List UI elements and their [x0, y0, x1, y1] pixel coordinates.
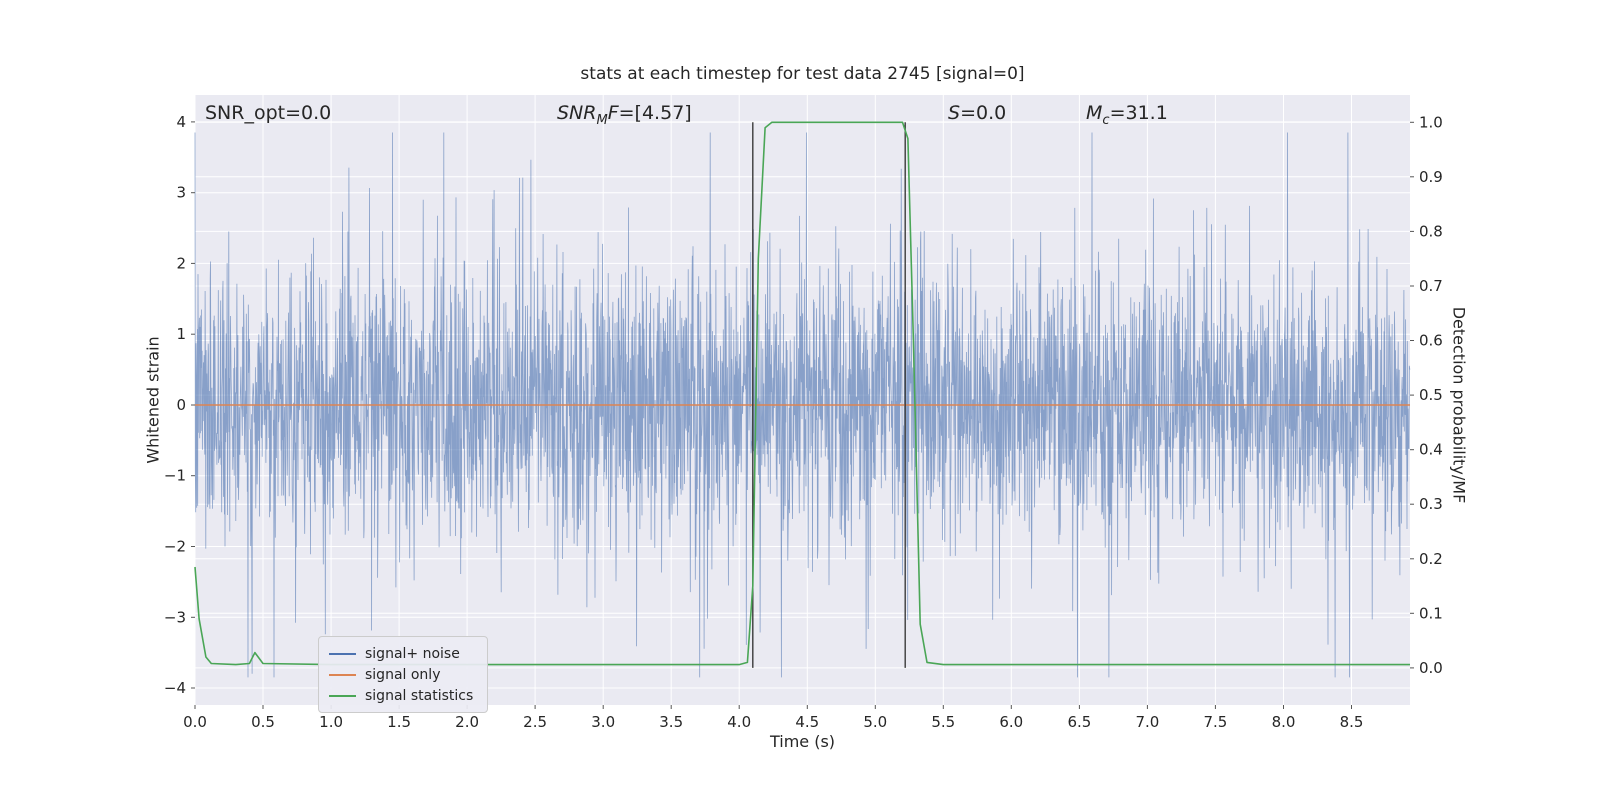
- annotation-snr-mf-base: SNR: [557, 102, 597, 124]
- x-tick-label: 6.0: [999, 713, 1023, 731]
- x-tick-label: 5.0: [863, 713, 887, 731]
- x-tick-label: 2.0: [455, 713, 479, 731]
- legend-label-signal-only: signal only: [365, 666, 441, 683]
- legend-swatch-signal-noise: [329, 652, 356, 655]
- y-right-tick-label: 0.1: [1419, 604, 1443, 622]
- legend: signal+ noise signal only signal statist…: [318, 636, 489, 713]
- y-right-tick-label: 0.5: [1419, 386, 1443, 404]
- annotation-snr-mf: SNRMF=[4.57]: [557, 102, 692, 128]
- x-tick-label: 1.5: [387, 713, 411, 731]
- y-left-tick-label: −3: [164, 608, 186, 626]
- y-axis-label-left: Whitened strain: [143, 336, 163, 464]
- annotation-snr-mf-sub: M: [596, 112, 608, 128]
- signal-statistics-series: [194, 121, 1410, 666]
- y-right-tick-label: 1.0: [1419, 113, 1443, 131]
- x-tick-label: 3.0: [591, 713, 615, 731]
- y-left-tick-label: −1: [164, 467, 186, 485]
- chart-title: stats at each timestep for test data 274…: [580, 64, 1025, 84]
- y-right-tick-label: 0.4: [1419, 441, 1443, 459]
- x-tick-label: 4.0: [727, 713, 751, 731]
- annotation-s: S=0.0: [948, 102, 1006, 124]
- y-right-tick-label: 0.6: [1419, 332, 1443, 350]
- annotation-mc: Mc=31.1: [1086, 102, 1168, 128]
- annotation-snr-mf-value: =[4.57]: [618, 102, 692, 124]
- annotation-mc-base: M: [1086, 102, 1103, 124]
- noise-series: [194, 132, 1411, 678]
- legend-swatch-signal-statistics: [329, 694, 356, 697]
- annotation-mc-value: =31.1: [1109, 102, 1168, 124]
- y-axis-label-right: Detection probability/MF: [1449, 306, 1469, 504]
- legend-item-signal-only: signal only: [329, 664, 473, 685]
- x-tick-label: 0.5: [251, 713, 275, 731]
- x-tick-label: 5.5: [931, 713, 955, 731]
- y-left-tick-label: −4: [164, 679, 186, 697]
- y-left-tick-label: 2: [176, 254, 186, 272]
- y-left-tick-label: 0: [176, 396, 186, 414]
- y-left-tick-label: −2: [164, 538, 186, 556]
- y-right-tick-label: 0.2: [1419, 550, 1443, 568]
- x-tick-label: 8.5: [1340, 713, 1364, 731]
- x-tick-label: 8.0: [1272, 713, 1296, 731]
- y-left-tick-label: 1: [176, 325, 186, 343]
- annotation-mc-sub: c: [1102, 112, 1110, 128]
- y-right-tick-label: 0.7: [1419, 277, 1443, 295]
- y-left-tick-label: 3: [176, 184, 186, 202]
- x-tick-label: 7.0: [1135, 713, 1159, 731]
- legend-item-signal-statistics: signal statistics: [329, 685, 473, 706]
- x-axis-label: Time (s): [769, 732, 836, 751]
- annotation-snr-opt: SNR_opt=0.0: [205, 102, 332, 124]
- legend-label-signal-statistics: signal statistics: [365, 687, 474, 704]
- legend-item-signal-noise: signal+ noise: [329, 643, 473, 664]
- x-tick-label: 7.5: [1203, 713, 1227, 731]
- annotation-s-value: =0.0: [960, 102, 1007, 124]
- x-tick-label: 3.5: [659, 713, 683, 731]
- y-right-tick-label: 0.3: [1419, 495, 1443, 513]
- x-tick-label: 4.5: [795, 713, 819, 731]
- y-right-tick-label: 0.9: [1419, 168, 1443, 186]
- x-tick-label: 6.5: [1067, 713, 1091, 731]
- y-right-tick-label: 0.0: [1419, 659, 1443, 677]
- x-tick-label: 1.0: [319, 713, 343, 731]
- legend-label-signal-noise: signal+ noise: [365, 645, 460, 662]
- legend-swatch-signal-only: [329, 673, 356, 676]
- x-tick-label: 0.0: [183, 713, 207, 731]
- y-right-tick-label: 0.8: [1419, 222, 1443, 240]
- x-tick-label: 2.5: [523, 713, 547, 731]
- tick-labels: 0.0 0.5 1.0 1.5 2.0 2.5 3.0 3.5 4.0 4.5 5.0 5.5 6.0 6…: [164, 113, 1443, 731]
- annotation-s-base: S: [948, 102, 961, 124]
- y-left-tick-label: 4: [176, 113, 186, 131]
- annotation-snr-mf-mid: F: [607, 102, 619, 124]
